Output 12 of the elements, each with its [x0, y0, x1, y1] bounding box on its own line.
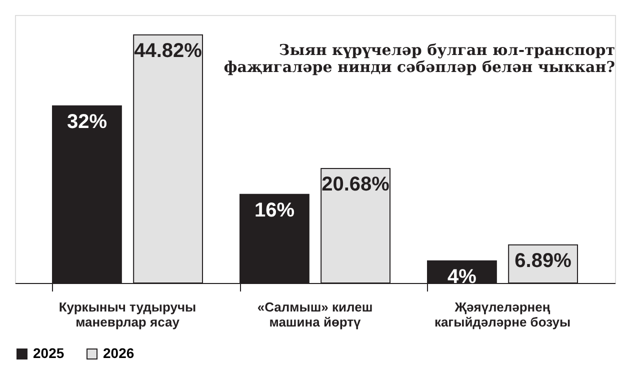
data-label: 6.89%: [514, 250, 572, 272]
x-tick-label: Куркыныч тудыручы маневрлар ясау: [58, 300, 196, 330]
x-tick-label: Җәяүлеләрнең кагыйдәләрне бозуы: [434, 300, 571, 330]
data-label: 20.68%: [322, 174, 390, 196]
data-label: 32%: [66, 110, 108, 133]
data-label: 4%: [448, 266, 477, 288]
legend-label: 2026: [103, 345, 134, 361]
x-tick-label: «Салмыш» килеш машина йөртү: [257, 300, 373, 330]
data-label: 16%: [254, 199, 295, 222]
text: Зыян күрүчеләр булган юл-транспорт фаҗигаләре нинди сәбәпләр белән чыккан?: [224, 41, 616, 76]
data-label: 44.82%: [134, 40, 202, 62]
legend-label: 2025: [33, 345, 64, 361]
